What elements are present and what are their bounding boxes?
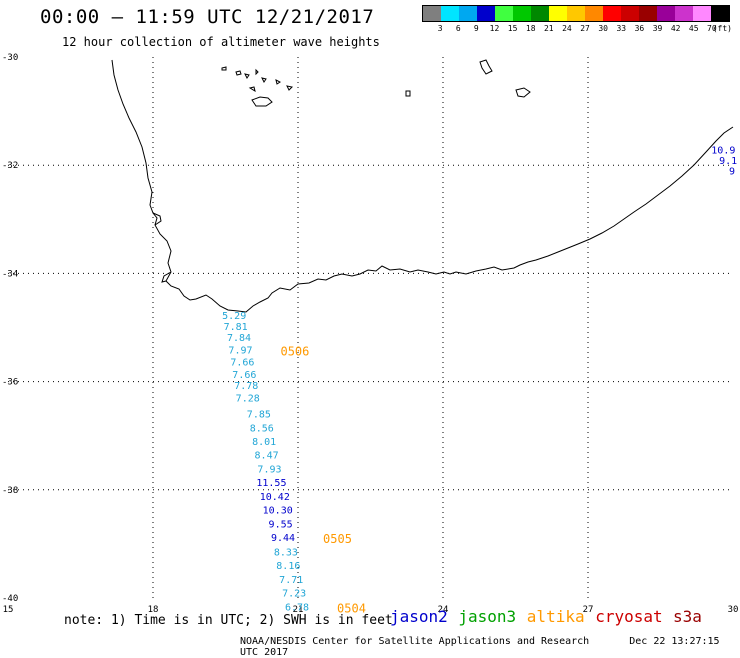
- legend-tick-label: 21: [543, 24, 554, 33]
- wave-height-value: 9.1: [719, 156, 737, 167]
- longitude-label: 15: [3, 605, 14, 615]
- legend-swatch: [477, 6, 495, 21]
- legend-tick-label: 33: [616, 24, 627, 33]
- longitude-label: 24: [438, 605, 449, 615]
- latitude-label: -32: [2, 161, 18, 171]
- page-title: 00:00 – 11:59 UTC 12/21/2017: [40, 6, 375, 28]
- legend-tick-label: 39: [652, 24, 663, 33]
- wave-height-value: 8.33: [274, 547, 298, 558]
- legend-swatch: [711, 6, 729, 21]
- legend-unit: (ft): [712, 24, 732, 33]
- satellite-legend-jason3: jason3: [458, 607, 517, 626]
- south-africa-coastline: [111, 59, 734, 313]
- legend-swatch: [513, 6, 531, 21]
- wave-height-value: 5.29: [222, 311, 246, 322]
- legend-tick-label: 15: [507, 24, 518, 33]
- legend-tick-label: 70: [707, 24, 717, 33]
- legend-swatch: [459, 6, 477, 21]
- wave-height-value: 10.9: [711, 145, 735, 156]
- wave-height-value: 8.47: [255, 450, 279, 461]
- pass-time-label: 0504: [337, 601, 366, 615]
- wave-height-value: 7.23: [282, 588, 306, 599]
- wave-height-value: 7.84: [227, 333, 251, 344]
- wave-height-value: 7.66: [230, 357, 254, 368]
- legend-tick-label: 27: [580, 24, 590, 33]
- satellite-legend-altika: altika: [526, 607, 585, 626]
- legend-tick-label: 42: [670, 24, 681, 33]
- wave-height-value: 8.56: [250, 423, 274, 434]
- legend-swatch: [495, 6, 513, 21]
- satellite-legend-cryosat: cryosat: [595, 607, 663, 626]
- legend-tick-label: 6: [455, 24, 461, 33]
- wave-height-value: 10.42: [260, 492, 290, 503]
- wave-height-value: 7.81: [224, 322, 248, 333]
- latitude-label: -38: [2, 486, 18, 496]
- legend-swatch: [603, 6, 621, 21]
- legend-swatch: [657, 6, 675, 21]
- latitude-label: -36: [2, 378, 18, 388]
- legend-swatches: [422, 5, 730, 22]
- legend-tick-label: 3: [437, 24, 443, 33]
- pass-time-label: 0506: [280, 344, 309, 358]
- wave-height-value: 7.28: [236, 394, 260, 405]
- satellite-tracks: 5.297.817.847.977.667.667.787.2805067.85…: [222, 145, 737, 615]
- legend-tick-label: 24: [562, 24, 572, 33]
- wave-height-value: 7.97: [228, 345, 252, 356]
- footer-note: note: 1) Time is in UTC; 2) SWH is in fe…: [64, 613, 393, 628]
- wave-height-value: 7.66: [232, 370, 256, 381]
- wave-height-value: 7.71: [279, 575, 303, 586]
- legend-tick-label: 12: [489, 24, 500, 33]
- wave-height-value: 6.78: [285, 602, 309, 613]
- legend-swatch: [549, 6, 567, 21]
- wave-height-value: 10.30: [263, 506, 293, 517]
- satellite-legend-jason2: jason2: [390, 607, 448, 626]
- graticule: [8, 57, 733, 598]
- legend-swatch: [639, 6, 657, 21]
- legend-tick-label: 18: [525, 24, 536, 33]
- satellite-legend-s3a: s3a: [673, 607, 702, 626]
- legend-swatch: [621, 6, 639, 21]
- legend-swatch: [675, 6, 693, 21]
- legend-swatch: [531, 6, 549, 21]
- legend-swatch: [441, 6, 459, 21]
- legend-tick-label: 30: [598, 24, 608, 33]
- legend-ticks: (ft) 3 6 9 12 15 18 21 24 27 30 33 36 39 42 45 70: [422, 22, 732, 36]
- wave-height-value: 7.93: [257, 464, 281, 475]
- cape-peninsula: [152, 212, 172, 283]
- legend-tick-label: 9: [473, 24, 479, 33]
- longitude-label: 18: [148, 605, 159, 615]
- legend-swatch: [423, 6, 441, 21]
- longitude-label: 30: [728, 605, 739, 615]
- wave-height-value: 9: [729, 166, 735, 177]
- wave-height-value: 9.55: [269, 520, 293, 531]
- latitude-label: -30: [2, 53, 18, 63]
- wave-height-value: 8.01: [252, 437, 276, 448]
- legend-swatch: [567, 6, 585, 21]
- pass-time-label: 0505: [323, 532, 352, 546]
- legend-tick-label: 36: [634, 24, 645, 33]
- wave-height-value: 7.78: [234, 381, 258, 392]
- longitude-label: 27: [583, 605, 594, 615]
- page-subtitle: 12 hour collection of altimeter wave hei…: [62, 35, 380, 49]
- legend-swatch: [585, 6, 603, 21]
- legend-swatch: [693, 6, 711, 21]
- wave-height-value: 8.16: [276, 561, 300, 572]
- longitude-label: 21: [293, 605, 304, 615]
- latitude-label: -34: [2, 269, 18, 279]
- credit-text: NOAA/NESDIS Center for Satellite Applica…: [240, 636, 590, 647]
- wave-height-legend: (ft) 3 6 9 12 15 18 21 24 27 30 33 36 39 42 45 70: [422, 5, 732, 36]
- wave-height-value: 7.85: [247, 409, 271, 420]
- wave-height-value: 9.44: [271, 533, 295, 544]
- latitude-label: -40: [2, 594, 18, 604]
- footer-credit: NOAA/NESDIS Center for Satellite Applica…: [240, 636, 740, 658]
- legend-tick-label: 45: [688, 24, 699, 33]
- lesotho-islands: [221, 59, 531, 107]
- wave-height-value: 11.55: [256, 478, 286, 489]
